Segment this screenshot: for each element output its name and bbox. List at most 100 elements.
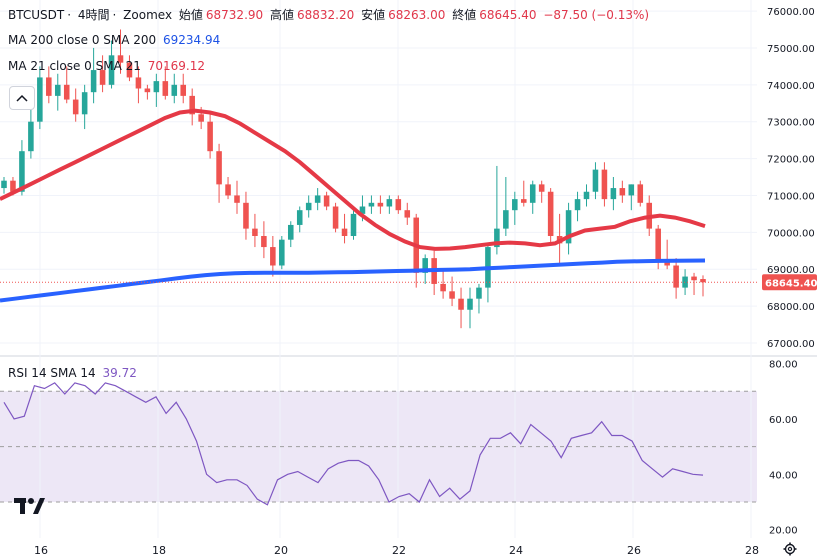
interval-label[interactable]: 4時間	[77, 8, 110, 22]
price-tick-label: 67000.00	[767, 339, 815, 350]
candle-body	[664, 261, 670, 266]
candle-body	[28, 121, 34, 152]
axis-layer: 76000.00 75000.00 74000.00 73000.00 72000.00…	[34, 7, 815, 557]
rsi-tick-label: 40.00	[769, 470, 798, 481]
price-tick-label: 73000.00	[767, 118, 815, 129]
candle-body	[46, 77, 52, 96]
candle-body	[207, 121, 213, 152]
candle-body	[691, 276, 697, 281]
close-value: 68645.40	[479, 8, 537, 22]
candle-body	[180, 84, 187, 96]
candle-body	[610, 188, 617, 200]
candle-body	[261, 236, 267, 248]
candle-body	[359, 206, 366, 214]
ma21-legend[interactable]: MA 21 close 0 SMA 21 70169.12	[8, 59, 208, 73]
ma200-legend[interactable]: MA 200 close 0 SMA 200 69234.94	[8, 33, 223, 47]
candle-body	[422, 258, 428, 273]
candle-body	[296, 210, 303, 225]
time-tick-label: 22	[392, 544, 406, 557]
symbol-name[interactable]: BTCUSDT	[8, 8, 65, 22]
candle-body	[529, 184, 536, 203]
candle-body	[592, 169, 599, 192]
candle-body	[619, 188, 626, 196]
low-label: 安値	[361, 8, 386, 22]
candle-body	[1, 180, 7, 189]
time-tick-label: 28	[745, 544, 759, 557]
candle-body	[538, 184, 545, 192]
candle-body	[243, 202, 249, 229]
candle-body	[108, 55, 115, 85]
ma21-value: 70169.12	[147, 59, 205, 73]
rsi-line	[3, 382, 704, 506]
open-label: 始値	[178, 8, 203, 22]
candle-body	[216, 151, 222, 185]
candle-body	[99, 70, 106, 85]
price-tick-label: 71000.00	[767, 191, 815, 202]
ma200-label: MA 200 close 0 SMA 200	[8, 33, 157, 47]
price-badge-label: 68645.40	[765, 278, 817, 289]
time-tick-label: 20	[274, 544, 288, 557]
ma200-value: 69234.94	[163, 33, 221, 47]
candle-body	[162, 81, 169, 96]
candle-body	[10, 180, 16, 192]
change-value: −87.50 (−0.13%)	[543, 8, 650, 22]
symbol-legend: BTCUSDT · 4時間 · Zoomex 始値 68732.90 高値 68832.…	[8, 8, 650, 22]
candle-body	[476, 287, 482, 299]
candle-body	[287, 224, 294, 240]
candle-body	[19, 151, 25, 192]
ma21-label: MA 21 close 0 SMA 21	[8, 59, 141, 73]
candle-body	[126, 62, 133, 78]
candle-body	[494, 228, 500, 248]
candle-body	[673, 265, 679, 288]
rsi-value: 39.72	[102, 366, 137, 380]
rsi-tick-label: 60.00	[769, 415, 798, 426]
open-value: 68732.90	[205, 8, 264, 22]
low-value: 68263.00	[388, 8, 446, 22]
candle-body	[135, 77, 142, 89]
tradingview-logo-icon[interactable]	[12, 492, 46, 520]
candle-body	[700, 279, 706, 283]
candle-body	[628, 184, 635, 196]
candle-body	[117, 55, 124, 63]
candle-body	[395, 199, 402, 211]
price-tick-label: 74000.00	[767, 81, 815, 92]
time-tick-label: 24	[509, 544, 523, 557]
candle-body	[189, 95, 195, 115]
candle-body	[449, 291, 455, 299]
candle-body	[682, 276, 688, 288]
candle-body	[252, 228, 258, 236]
candle-body	[574, 199, 581, 211]
exchange-label: Zoomex	[123, 8, 173, 22]
candle-body	[350, 213, 357, 236]
ma200-line	[0, 258, 706, 303]
candle-body	[225, 184, 231, 196]
candle-body	[503, 210, 509, 229]
candle-body	[512, 199, 518, 211]
candle-body	[314, 195, 321, 203]
price-tick-label: 70000.00	[767, 228, 815, 239]
candle-body	[547, 191, 554, 236]
candle-body	[72, 99, 79, 115]
candle-body	[404, 210, 411, 218]
chevron-up-icon	[16, 94, 28, 102]
candle-body	[377, 202, 384, 207]
candle-body	[458, 298, 464, 310]
settings-gear-icon[interactable]	[783, 542, 797, 556]
time-tick-label: 26	[627, 544, 641, 557]
price-tick-label: 75000.00	[767, 44, 815, 55]
high-value: 68832.20	[297, 8, 355, 22]
candle-body	[171, 84, 178, 96]
price-badge: 68645.40	[762, 274, 817, 291]
collapse-legend-button[interactable]	[9, 86, 35, 110]
candle-body	[279, 239, 285, 266]
candle-body	[270, 247, 276, 266]
candle-body	[368, 202, 375, 207]
ma21-line	[0, 108, 706, 251]
close-label: 終値	[452, 8, 477, 22]
candle-body	[63, 84, 70, 100]
rsi-legend[interactable]: RSI 14 SMA 14 39.72	[8, 366, 140, 380]
candle-layer	[1, 29, 706, 329]
candle-body	[54, 84, 61, 96]
candle-body	[144, 88, 151, 93]
